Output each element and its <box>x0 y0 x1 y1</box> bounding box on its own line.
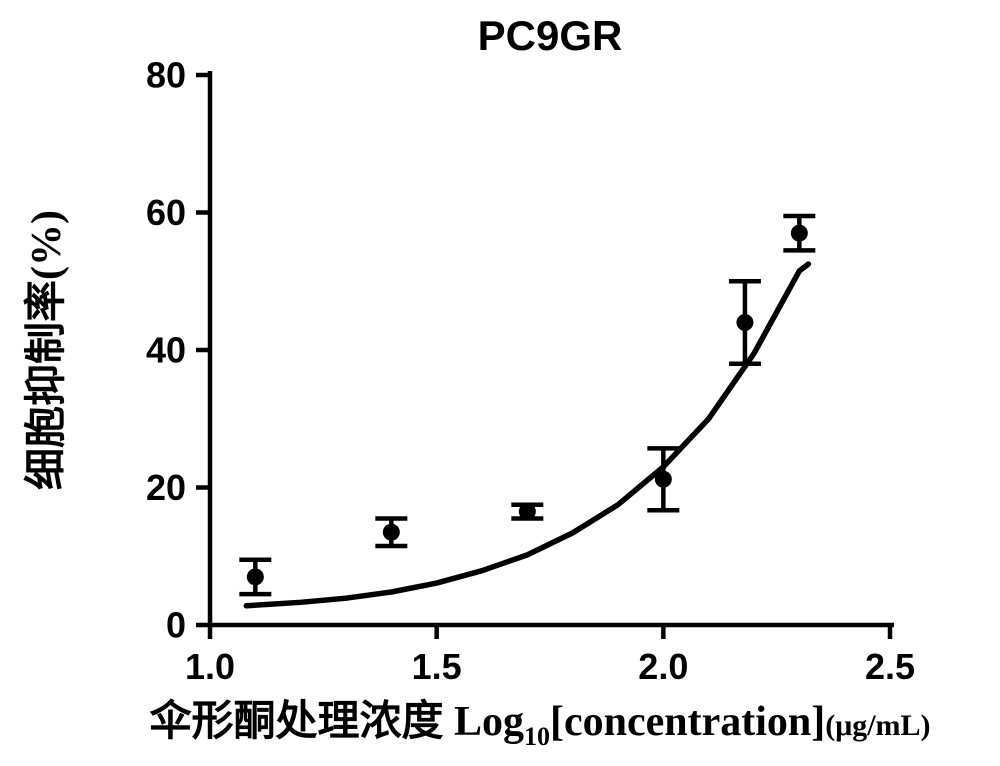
svg-text:伞形酮处理浓度 Log10[concentration](μ: 伞形酮处理浓度 Log10[concentration](μg/mL) <box>149 698 930 751</box>
x-tick-label: 2.0 <box>638 646 688 687</box>
y-tick-label: 80 <box>146 55 186 96</box>
data-points <box>247 225 808 586</box>
data-point <box>519 503 536 520</box>
data-point <box>791 225 808 242</box>
x-axis-label-suffix: [concentration] <box>550 699 825 745</box>
data-point <box>655 471 672 488</box>
x-tick-label: 1.0 <box>185 646 235 687</box>
x-tick-label: 1.5 <box>412 646 462 687</box>
x-axis-label: 伞形酮处理浓度 Log10[concentration](μg/mL) <box>149 698 930 751</box>
data-point <box>247 568 264 585</box>
chart-title: PC9GR <box>478 12 623 59</box>
y-tick-label: 20 <box>146 467 186 508</box>
data-point <box>736 314 753 331</box>
dose-response-chart: PC9GR 细胞抑制率(%) 伞形酮处理浓度 Log10[concentrati… <box>0 0 1000 766</box>
x-axis-label-sub: 10 <box>524 722 550 751</box>
x-axis-label-unit: (μg/mL) <box>825 709 930 742</box>
x-tick-label: 2.5 <box>865 646 915 687</box>
data-point <box>383 524 400 541</box>
y-tick-label: 0 <box>166 605 186 646</box>
x-axis-label-prefix: 伞形酮处理浓度 Log <box>149 698 524 745</box>
y-axis-label: 细胞抑制率(%) <box>23 210 70 490</box>
y-tick-label: 40 <box>146 330 186 371</box>
fit-curve-path <box>246 264 808 606</box>
y-tick-label: 60 <box>146 192 186 233</box>
fit-curve <box>246 264 808 606</box>
error-bars <box>239 216 815 594</box>
